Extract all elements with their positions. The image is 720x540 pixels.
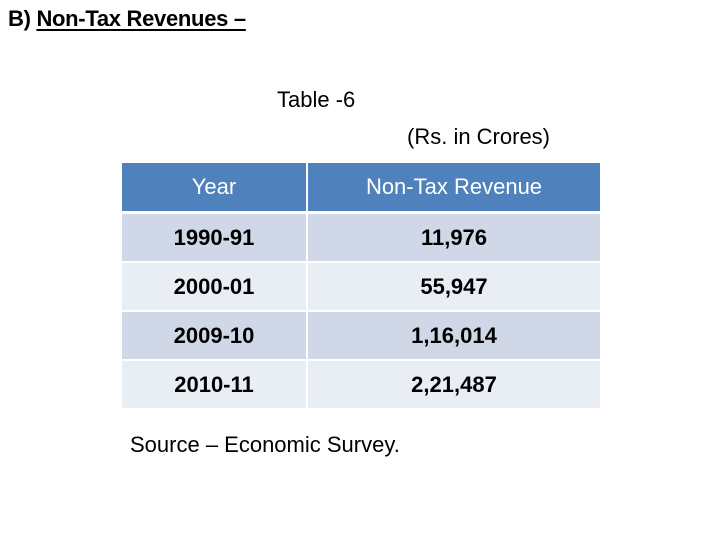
table-row: 2009-10 1,16,014 — [120, 310, 602, 361]
year-cell: 2010-11 — [120, 359, 308, 410]
table-units: (Rs. in Crores) — [407, 124, 551, 149]
year-cell: 2009-10 — [120, 310, 308, 361]
table-caption: Table -6 — [277, 87, 356, 112]
table-row: 2000-01 55,947 — [120, 261, 602, 312]
revenue-cell: 11,976 — [306, 211, 602, 263]
table-row: 1990-91 11,976 — [120, 211, 602, 263]
revenue-cell: 55,947 — [306, 261, 602, 312]
header-year: Year — [120, 161, 308, 214]
revenue-cell: 1,16,014 — [306, 310, 602, 361]
revenue-cell: 2,21,487 — [306, 359, 602, 410]
table-row: 2010-11 2,21,487 — [120, 359, 602, 410]
section-heading: B) Non-Tax Revenues – — [8, 6, 246, 32]
header-non-tax-revenue: Non-Tax Revenue — [306, 161, 602, 214]
source-note: Source – Economic Survey. — [130, 432, 400, 457]
year-cell: 1990-91 — [120, 211, 308, 263]
section-prefix: B) — [8, 6, 31, 31]
section-title: Non-Tax Revenues – — [36, 6, 246, 31]
table-header-row: Year Non-Tax Revenue — [120, 161, 602, 214]
revenue-table: Year Non-Tax Revenue 1990-91 11,976 2000… — [120, 161, 602, 410]
year-cell: 2000-01 — [120, 261, 308, 312]
